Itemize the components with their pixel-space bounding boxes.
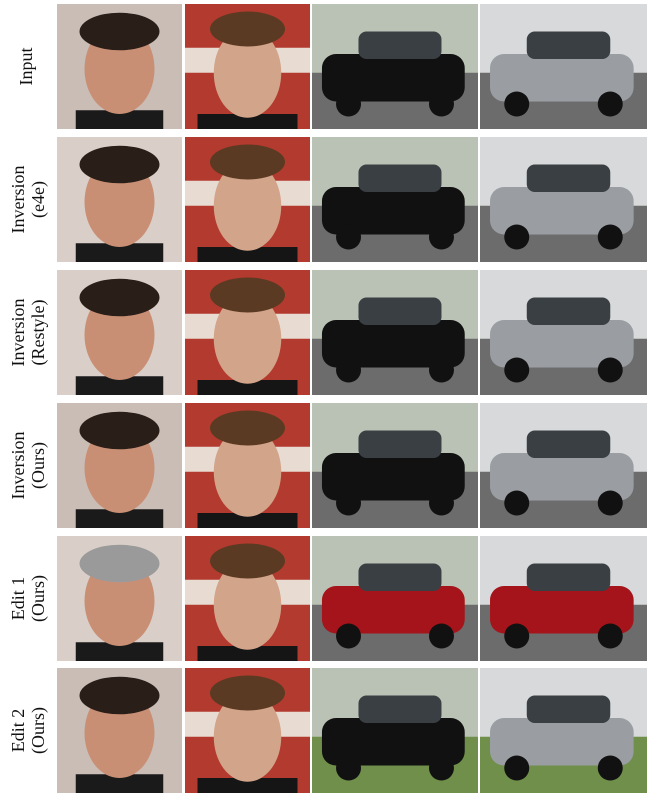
wheel: [504, 624, 529, 649]
row-label: Edit 2: [8, 709, 28, 753]
image-cell: [480, 403, 647, 528]
wheel: [429, 225, 454, 250]
car-window: [527, 298, 611, 326]
row-label: Inversion: [8, 299, 28, 367]
wheel: [504, 756, 529, 781]
image-cell: [312, 403, 478, 528]
car-window: [358, 298, 441, 326]
wheel: [429, 92, 454, 117]
wheel: [429, 756, 454, 781]
wheel: [598, 756, 623, 781]
row-label: Input: [16, 48, 36, 86]
car-window: [527, 165, 611, 193]
image-cell: [57, 270, 182, 395]
hair: [210, 676, 285, 711]
wheel: [504, 225, 529, 250]
car-window: [358, 165, 441, 193]
wheel: [336, 624, 361, 649]
image-cell: [57, 536, 182, 661]
hair: [80, 412, 160, 450]
hair: [80, 146, 160, 184]
image-cell: [480, 536, 647, 661]
hair: [210, 145, 285, 180]
image-cell: [480, 668, 647, 793]
wheel: [598, 92, 623, 117]
wheel: [598, 225, 623, 250]
wheel: [598, 624, 623, 649]
figure: InputInversion(e4e)Inversion(Restyle)Inv…: [0, 0, 647, 793]
wheel: [336, 92, 361, 117]
car-window: [358, 431, 441, 459]
image-cell: [480, 4, 647, 129]
row-label: Inversion: [8, 432, 28, 500]
hair: [80, 13, 160, 51]
wheel: [429, 624, 454, 649]
hair: [80, 677, 160, 715]
image-cell: [312, 4, 478, 129]
row-label: (e4e): [28, 181, 49, 218]
hair: [210, 411, 285, 446]
wheel: [336, 756, 361, 781]
row-label: Edit 1: [8, 577, 28, 621]
car-window: [358, 564, 441, 592]
hair: [80, 279, 160, 317]
image-cell: [185, 403, 310, 528]
car-window: [527, 32, 611, 60]
car-window: [527, 696, 611, 724]
wheel: [504, 92, 529, 117]
wheel: [336, 225, 361, 250]
image-cell: [185, 668, 310, 793]
image-cell: [312, 270, 478, 395]
image-cell: [185, 536, 310, 661]
wheel: [336, 491, 361, 516]
wheel: [429, 491, 454, 516]
row-label: (Ours): [28, 575, 49, 622]
car-window: [358, 32, 441, 60]
wheel: [504, 358, 529, 383]
image-cell: [57, 403, 182, 528]
car-window: [358, 696, 441, 724]
hair: [210, 278, 285, 313]
hair: [210, 544, 285, 579]
wheel: [598, 491, 623, 516]
image-cell: [185, 4, 310, 129]
image-cell: [57, 668, 182, 793]
image-cell: [57, 4, 182, 129]
row-label: Inversion: [8, 166, 28, 234]
page: {"rows": [ {"label": ["Input"]}, {"label…: [0, 0, 647, 793]
image-cell: [480, 137, 647, 262]
row-label: (Ours): [28, 707, 49, 754]
row-label: (Ours): [28, 442, 49, 489]
image-cell: [185, 137, 310, 262]
wheel: [429, 358, 454, 383]
car-window: [527, 564, 611, 592]
car-window: [527, 431, 611, 459]
wheel: [598, 358, 623, 383]
hair: [80, 545, 160, 583]
hair: [210, 12, 285, 47]
image-cell: [57, 137, 182, 262]
wheel: [336, 358, 361, 383]
row-label: (Restyle): [28, 300, 49, 366]
image-cell: [312, 137, 478, 262]
image-cell: [480, 270, 647, 395]
image-cell: [312, 536, 478, 661]
image-cell: [312, 668, 478, 793]
wheel: [504, 491, 529, 516]
image-cell: [185, 270, 310, 395]
